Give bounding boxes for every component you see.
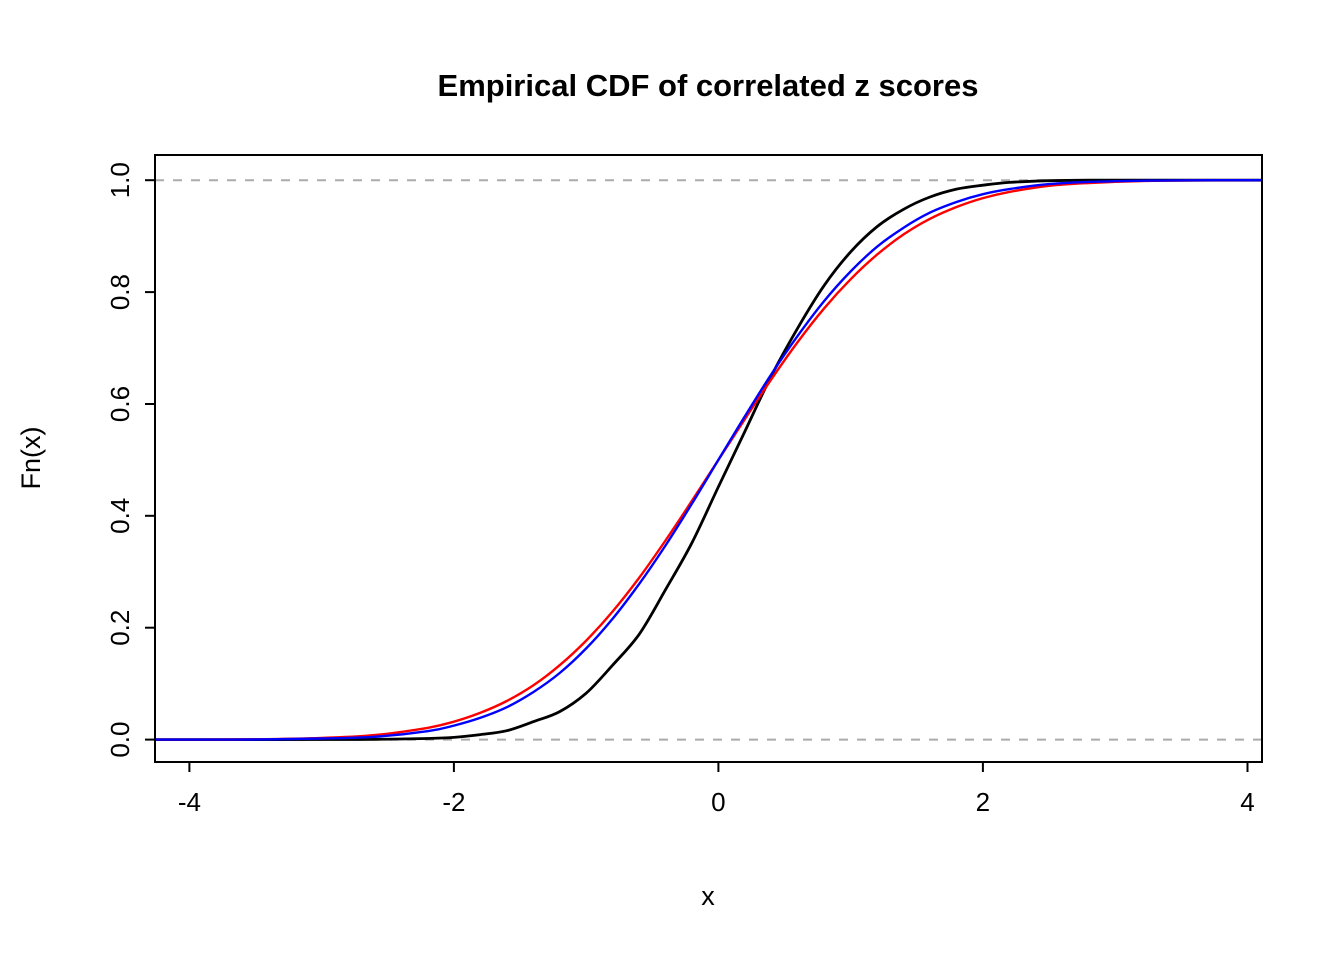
curve-blue (155, 179, 1262, 741)
x-tick-label: 4 (1240, 787, 1254, 817)
y-tick-label: 0.4 (105, 498, 135, 534)
x-tick-label: -2 (442, 787, 465, 817)
y-axis-title: Fn(x) (16, 427, 46, 490)
axes-group: -4 -2 0 2 4 0.0 0.2 0.4 0.6 0.8 1.0 (105, 162, 1255, 817)
x-tick-label: 2 (976, 787, 990, 817)
y-tick-label: 0.6 (105, 386, 135, 422)
x-tick-label: -4 (178, 787, 201, 817)
reference-lines-group (155, 179, 1262, 741)
chart-title: Empirical CDF of correlated z scores (438, 68, 979, 103)
x-axis-title: x (701, 881, 715, 911)
curve-black (155, 178, 1262, 742)
y-tick-label: 0.2 (105, 610, 135, 646)
y-tick-label: 1.0 (105, 162, 135, 198)
y-tick-label: 0.0 (105, 722, 135, 758)
plot-box (154, 154, 1263, 763)
curve-red (155, 179, 1262, 741)
x-tick-label: 0 (711, 787, 725, 817)
curves-group (155, 178, 1262, 742)
y-tick-label: 0.8 (105, 274, 135, 310)
